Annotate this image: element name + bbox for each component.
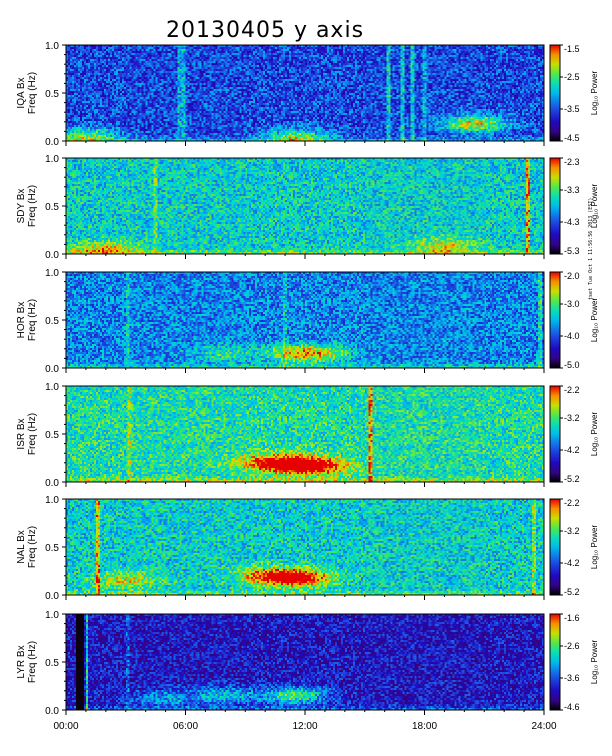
y-label-freq: Freq (Hz) xyxy=(27,72,38,114)
colorbar-label: Log₁₀ Power xyxy=(590,298,599,343)
y-tick-label: 0.5 xyxy=(45,89,59,100)
y-tick-label: 0.5 xyxy=(45,430,59,441)
y-tick-label: 0.0 xyxy=(45,250,59,261)
spectrogram-heatmap xyxy=(66,614,544,710)
colorbar-label: Log₁₀ Power xyxy=(590,412,599,457)
y-tick-label: 0.5 xyxy=(45,543,59,554)
colorbar-tick-label: -3.2 xyxy=(564,526,580,536)
colorbar-tick-label: -5.2 xyxy=(564,474,580,484)
colorbar xyxy=(549,613,561,711)
y-label-station: HOR Bx xyxy=(16,302,27,339)
colorbar-tick-label: -3.0 xyxy=(564,299,580,309)
y-tick-label: 0.0 xyxy=(45,364,59,375)
y-tick-label: 1.0 xyxy=(45,610,59,621)
y-tick-label: 0.5 xyxy=(45,316,59,327)
y-label-freq: Freq (Hz) xyxy=(27,641,38,683)
colorbar-label: Log₁₀ Power xyxy=(590,525,599,570)
colorbar-tick-label: -3.5 xyxy=(564,104,580,114)
panel-iqa: 0.0 0.5 1.0 IQA Bx Freq (Hz) -1.5 -2.5 -3.5 -4.5… xyxy=(16,41,599,148)
colorbar xyxy=(549,157,561,255)
colorbar-tick-label: -4.2 xyxy=(564,558,580,568)
x-tick-label: 18:00 xyxy=(412,721,437,732)
colorbar-tick-label: -2.3 xyxy=(564,157,580,167)
colorbar-tick-label: -4.0 xyxy=(564,331,580,341)
colorbar xyxy=(549,271,561,369)
colorbar-tick-label: -3.3 xyxy=(564,185,580,195)
y-tick-label: 1.0 xyxy=(45,154,59,165)
y-label-freq: Freq (Hz) xyxy=(27,299,38,341)
colorbar-tick-label: -2.5 xyxy=(564,72,580,82)
panel-isr: 0.0 0.5 1.0 ISR Bx Freq (Hz) -2.2 -3.2 -4.2 -5.2… xyxy=(16,382,599,489)
colorbar xyxy=(549,385,561,483)
figure-title: 20130405 y axis xyxy=(165,18,365,43)
y-tick-label: 0.0 xyxy=(45,591,59,602)
spectrogram-heatmap xyxy=(66,45,544,141)
y-tick-label: 1.0 xyxy=(45,382,59,393)
colorbar-tick-label: -2.6 xyxy=(564,641,580,651)
y-label-station: ISR Bx xyxy=(16,418,27,449)
colorbar-tick-label: -4.2 xyxy=(564,445,580,455)
colorbar-tick-label: -5.0 xyxy=(564,360,580,370)
spectrogram-heatmap xyxy=(66,386,544,482)
y-label-station: LYR Bx xyxy=(16,645,27,678)
colorbar-label: Log₁₀ Power xyxy=(590,71,599,116)
panel-nal: 0.0 0.5 1.0 NAL Bx Freq (Hz) -2.2 -3.2 -4.2 -5.2… xyxy=(16,495,599,602)
x-tick-label: 00:00 xyxy=(53,721,78,732)
colorbar-label: Log₁₀ Power xyxy=(590,184,599,229)
colorbar-tick-label: -1.5 xyxy=(564,44,580,54)
y-label-station: SDY Bx xyxy=(16,189,27,224)
y-tick-label: 0.0 xyxy=(45,478,59,489)
x-tick-label: 12:00 xyxy=(292,721,317,732)
y-label-freq: Freq (Hz) xyxy=(27,185,38,227)
colorbar-tick-label: -2.0 xyxy=(564,271,580,281)
colorbar-tick-label: -2.2 xyxy=(564,498,580,508)
panel-lyr: 0.0 0.5 1.0 LYR Bx Freq (Hz) -1.6 -2.6 -3.6 -4.6… xyxy=(16,610,599,717)
spectrogram-heatmap xyxy=(66,499,544,595)
colorbar-tick-label: -5.2 xyxy=(564,587,580,597)
colorbar-tick-label: -4.3 xyxy=(564,217,580,227)
colorbar-label: Log₁₀ Power xyxy=(590,640,599,685)
y-label-station: IQA Bx xyxy=(16,77,27,108)
panel-hor: 0.0 0.5 1.0 HOR Bx Freq (Hz) -2.0 -3.0 -4.0 -5.0… xyxy=(16,268,599,375)
colorbar-tick-label: -5.3 xyxy=(564,246,580,256)
colorbar-tick-label: -4.6 xyxy=(564,702,580,712)
timestamp-stamp: tset Tue Oct 1 11:56:56 2013 (EST) xyxy=(588,197,594,300)
colorbar-tick-label: -2.2 xyxy=(564,385,580,395)
colorbar-tick-label: -1.6 xyxy=(564,613,580,623)
y-tick-label: 1.0 xyxy=(45,41,59,52)
colorbar-tick-label: -4.5 xyxy=(564,133,580,143)
x-tick-label: 24:00 xyxy=(531,721,556,732)
colorbar xyxy=(549,44,561,142)
y-label-freq: Freq (Hz) xyxy=(27,413,38,455)
y-tick-label: 0.5 xyxy=(45,658,59,669)
spectrogram-heatmap xyxy=(66,158,544,254)
y-tick-label: 0.0 xyxy=(45,137,59,148)
panel-sdy: 0.0 0.5 1.0 SDY Bx Freq (Hz) -2.3 -3.3 -4.3 -5.3… xyxy=(16,154,599,261)
y-tick-label: 1.0 xyxy=(45,495,59,506)
y-label-freq: Freq (Hz) xyxy=(27,526,38,568)
colorbar-tick-label: -3.2 xyxy=(564,413,580,423)
spectrogram-heatmap xyxy=(66,272,544,368)
x-tick-label: 06:00 xyxy=(173,721,198,732)
y-tick-label: 1.0 xyxy=(45,268,59,279)
y-tick-label: 0.5 xyxy=(45,202,59,213)
y-tick-label: 0.0 xyxy=(45,706,59,717)
y-label-station: NAL Bx xyxy=(16,530,27,564)
colorbar-tick-label: -3.6 xyxy=(564,673,580,683)
colorbar xyxy=(549,498,561,596)
